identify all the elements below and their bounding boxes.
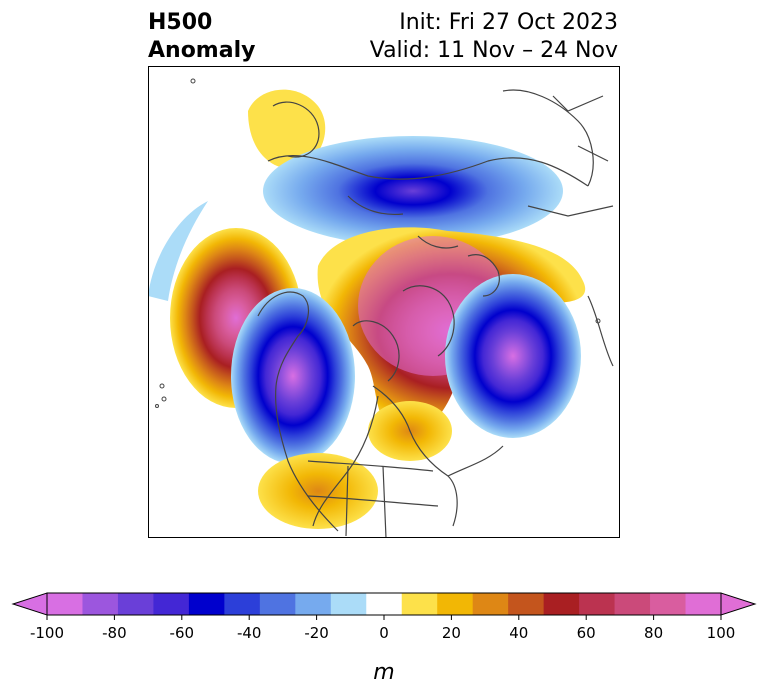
colorbar-swatch	[295, 593, 332, 615]
colorbar-tick-label: -20	[304, 624, 329, 642]
colorbar-swatch	[437, 593, 474, 615]
anomaly-map	[148, 66, 620, 538]
colorbar-extend-max	[720, 592, 757, 616]
colorbar-tick-label: 100	[707, 624, 736, 642]
colorbar-swatch	[685, 593, 722, 615]
colorbar-tick-label: -100	[30, 624, 64, 642]
colorbar-tick-label: -40	[237, 624, 262, 642]
negative-anomaly-gulf-of-alaska	[231, 288, 355, 464]
colorbar-swatch	[472, 593, 509, 615]
colorbar-tick-label: -60	[170, 624, 195, 642]
colorbar-swatch	[543, 593, 580, 615]
colorbar-swatch	[117, 593, 154, 615]
colorbar-swatch	[330, 593, 367, 615]
colorbar-swatch	[259, 593, 296, 615]
colorbar-swatch	[153, 593, 190, 615]
colorbar-unit-label: m	[373, 660, 395, 685]
colorbar-swatch	[366, 593, 403, 615]
colorbar-extend-min	[11, 592, 48, 616]
colorbar-tick-label: 0	[379, 624, 389, 642]
colorbar-swatch	[188, 593, 225, 615]
yellow-anomaly-siberia	[248, 89, 326, 169]
coastlines	[257, 89, 614, 538]
colorbar-swatch	[508, 593, 545, 615]
colorbar-swatch	[401, 593, 438, 615]
colorbar-tick-label: 20	[442, 624, 461, 642]
map-title: H500 Anomaly	[148, 9, 255, 65]
negative-anomaly-north-atlantic	[445, 274, 581, 438]
blue-anomaly-pacific-edge	[148, 201, 208, 301]
colorbar-swatch	[614, 593, 651, 615]
colorbar-tick-label: 40	[509, 624, 528, 642]
colorbar-swatch	[47, 593, 83, 615]
colorbar-tick-label: -80	[102, 624, 127, 642]
negative-anomaly-siberia	[263, 136, 563, 246]
variable-label: H500	[148, 10, 213, 35]
colorbar: -100 -80 -60 -40 -20 0 20 40 60 80 100	[11, 592, 757, 642]
colorbar-tick-label: 60	[577, 624, 596, 642]
colorbar-swatch	[224, 593, 261, 615]
date-info: Init: Fri 27 Oct 2023 Valid: 11 Nov – 24…	[370, 9, 618, 65]
valid-date-label: Valid: 11 Nov – 24 Nov	[369, 38, 618, 63]
colorbar-tick-label: 80	[644, 624, 663, 642]
init-date-label: Init: Fri 27 Oct 2023	[399, 10, 618, 35]
colorbar-swatch	[650, 593, 686, 615]
subtitle-label: Anomaly	[148, 38, 256, 63]
map-frame	[148, 66, 620, 538]
colorbar-swatch	[579, 593, 615, 615]
islands	[155, 78, 601, 408]
colorbar-swatch	[82, 593, 119, 615]
